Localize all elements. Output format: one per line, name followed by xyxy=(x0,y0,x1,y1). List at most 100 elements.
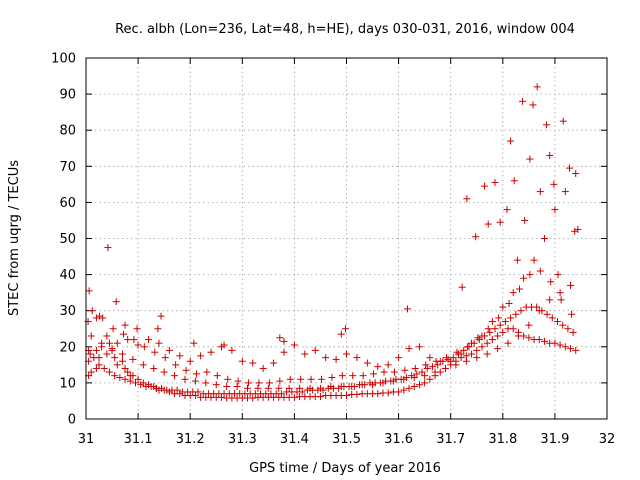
data-point xyxy=(203,368,211,376)
data-point xyxy=(332,355,340,363)
data-point xyxy=(535,336,543,344)
data-point xyxy=(501,318,509,326)
x-tick-label: 31.3 xyxy=(228,432,257,447)
data-point xyxy=(343,392,350,400)
data-point xyxy=(328,373,336,381)
data-point xyxy=(172,361,180,369)
data-point xyxy=(415,343,423,351)
data-point xyxy=(353,354,361,362)
data-point xyxy=(202,379,210,387)
data-point xyxy=(514,332,522,340)
data-point xyxy=(564,325,572,333)
data-point xyxy=(96,312,104,320)
data-point xyxy=(452,361,460,369)
y-tick-label: 60 xyxy=(59,196,76,211)
data-point xyxy=(410,373,418,381)
data-point xyxy=(478,343,486,351)
data-point xyxy=(111,372,119,380)
data-point xyxy=(286,375,294,383)
data-point xyxy=(567,345,575,353)
data-point xyxy=(249,394,257,402)
y-tick-label: 100 xyxy=(51,52,76,67)
data-point xyxy=(341,325,349,333)
data-point xyxy=(554,318,562,326)
data-point xyxy=(181,375,189,383)
data-point xyxy=(384,361,392,369)
data-point xyxy=(395,388,403,396)
data-point xyxy=(307,375,315,383)
data-point xyxy=(301,350,309,358)
data-point xyxy=(441,364,449,372)
data-point xyxy=(484,220,492,228)
data-point xyxy=(496,321,504,329)
data-point xyxy=(536,267,544,275)
data-point xyxy=(421,379,429,387)
data-point xyxy=(155,339,163,347)
data-point xyxy=(463,343,471,351)
data-point xyxy=(423,364,431,372)
data-point xyxy=(374,363,382,371)
data-point xyxy=(265,379,273,387)
x-tick-label: 31.7 xyxy=(436,432,465,447)
data-point xyxy=(432,357,440,365)
data-point xyxy=(224,375,232,383)
data-point xyxy=(111,354,119,362)
data-point xyxy=(85,287,93,295)
data-point xyxy=(280,337,288,345)
data-point xyxy=(517,307,525,315)
data-point xyxy=(484,325,492,333)
data-point xyxy=(418,368,426,376)
data-point xyxy=(276,377,284,385)
data-point xyxy=(499,303,507,311)
data-point xyxy=(540,235,548,242)
data-point xyxy=(363,359,371,367)
data-point xyxy=(92,346,100,354)
data-point xyxy=(556,341,564,349)
data-point xyxy=(535,307,543,315)
data-point xyxy=(316,393,324,401)
data-point xyxy=(509,325,517,333)
data-point xyxy=(147,383,155,391)
y-tick-label: 50 xyxy=(59,232,76,247)
data-point xyxy=(176,352,184,360)
data-point xyxy=(431,368,439,376)
data-point xyxy=(154,325,162,333)
data-point xyxy=(217,393,225,401)
data-point xyxy=(571,227,579,235)
data-point xyxy=(505,299,513,307)
data-point xyxy=(447,357,455,365)
data-point xyxy=(349,372,357,380)
y-tick-label: 20 xyxy=(59,340,76,355)
data-point xyxy=(405,345,413,353)
data-point xyxy=(557,296,565,304)
data-point xyxy=(559,117,567,125)
x-tick-label: 31.1 xyxy=(124,432,153,447)
data-point xyxy=(475,336,483,344)
data-point xyxy=(192,370,200,378)
x-tick-label: 31.2 xyxy=(176,432,205,447)
data-point xyxy=(515,285,523,293)
data-point xyxy=(507,137,515,145)
data-point xyxy=(277,390,285,398)
data-point xyxy=(190,339,198,347)
data-point xyxy=(194,388,202,396)
data-point xyxy=(259,364,267,372)
x-tick-label: 31.8 xyxy=(488,432,517,447)
data-point xyxy=(504,339,512,347)
data-point xyxy=(353,390,361,398)
data-point xyxy=(499,328,507,336)
data-point xyxy=(488,318,496,326)
data-point xyxy=(379,379,387,387)
data-point xyxy=(197,352,205,360)
data-point xyxy=(92,364,100,372)
data-point xyxy=(572,170,580,178)
data-point xyxy=(212,381,220,389)
data-point xyxy=(137,381,145,389)
data-point xyxy=(468,339,476,347)
data-point xyxy=(443,354,451,362)
data-point xyxy=(565,164,573,172)
data-point xyxy=(88,307,96,315)
data-point xyxy=(483,339,491,347)
data-point xyxy=(547,278,555,286)
data-point xyxy=(491,325,499,333)
